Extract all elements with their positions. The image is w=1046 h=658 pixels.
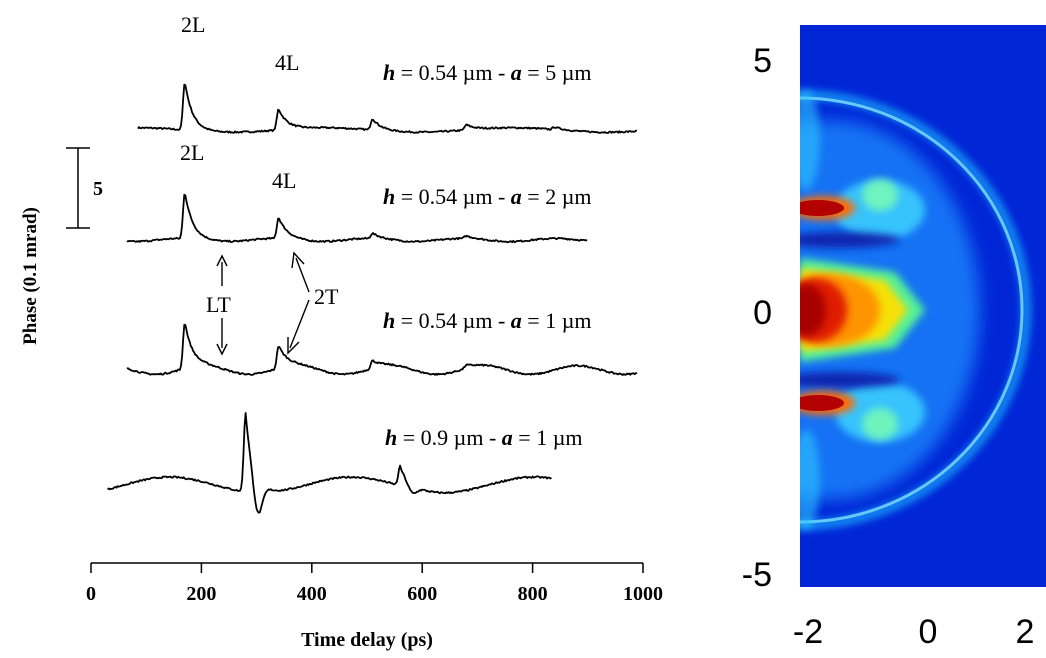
x-tick-label: 800 — [518, 583, 548, 605]
series-label-3: h = 0.54 µm - a = 1 µm — [383, 308, 591, 333]
2t-arrowhead-up — [292, 253, 304, 268]
x-tick-label: 1000 — [623, 583, 663, 605]
x-tick-label: 200 — [186, 583, 216, 605]
x-axis-ticks: 0 200 400 600 800 1000 — [86, 563, 663, 605]
heatmap-ytick-0: 0 — [753, 294, 772, 332]
peak-label-2L-top: 2L — [181, 12, 205, 37]
peak-label-4L-top: 4L — [275, 50, 299, 75]
series-label-1: h = 0.54 µm - a = 5 µm — [383, 60, 591, 85]
heatmap-chart: 5 0 -5 -2 0 2 — [574, 25, 1046, 651]
heatmap-upper-hot-spot — [792, 200, 844, 216]
annotation-label-lt: LT — [206, 292, 231, 317]
annotation-lt: LT — [206, 256, 231, 354]
series-label-group: h = 0.54 µm - a = 5 µm h = 0.54 µm - a = … — [383, 60, 591, 450]
heatmap-lower-hot-spot — [792, 395, 844, 411]
phase-traces-chart: h = 0.54 µm - a = 5 µm h = 0.54 µm - a = … — [20, 12, 663, 651]
peak-label-4L-second: 4L — [272, 168, 296, 193]
heatmap-lower-spot — [862, 408, 898, 440]
annotation-2t: 2T — [288, 253, 339, 353]
heatmap-upper-spot — [862, 179, 898, 211]
heatmap-xtick-0: 0 — [919, 613, 938, 651]
heatmap-ytick-5: 5 — [753, 42, 772, 80]
x-axis: 0 200 400 600 800 1000 Time delay (ps) — [86, 563, 663, 651]
heatmap-field — [574, 25, 1046, 587]
2t-arrow-down — [290, 300, 309, 348]
y-axis-label: Phase (0.1 mrad) — [20, 207, 41, 345]
annotation-label-2t: 2T — [314, 284, 339, 309]
scale-bar-label: 5 — [93, 178, 103, 200]
peak-label-2L-second: 2L — [180, 140, 204, 165]
x-tick-label: 0 — [86, 583, 96, 605]
heatmap-edge-streak-bottom — [792, 430, 820, 530]
scale-bar: 5 — [66, 148, 103, 228]
trace-line-1 — [138, 85, 637, 133]
series-label-2: h = 0.54 µm - a = 2 µm — [383, 184, 591, 209]
x-tick-label: 600 — [407, 583, 437, 605]
heatmap-edge-streak-top — [792, 90, 820, 190]
x-tick-label: 400 — [297, 583, 327, 605]
heatmap-lower-gap — [780, 372, 900, 388]
series-label-4: h = 0.9 µm - a = 1 µm — [385, 425, 582, 450]
heatmap-center-core — [786, 284, 826, 336]
heatmap-xtick-minus2: -2 — [793, 613, 823, 651]
heatmap-xtick-2: 2 — [1016, 613, 1035, 651]
heatmap-ytick-minus5: -5 — [742, 556, 772, 594]
heatmap-upper-gap — [780, 232, 900, 248]
x-axis-label: Time delay (ps) — [301, 629, 433, 651]
